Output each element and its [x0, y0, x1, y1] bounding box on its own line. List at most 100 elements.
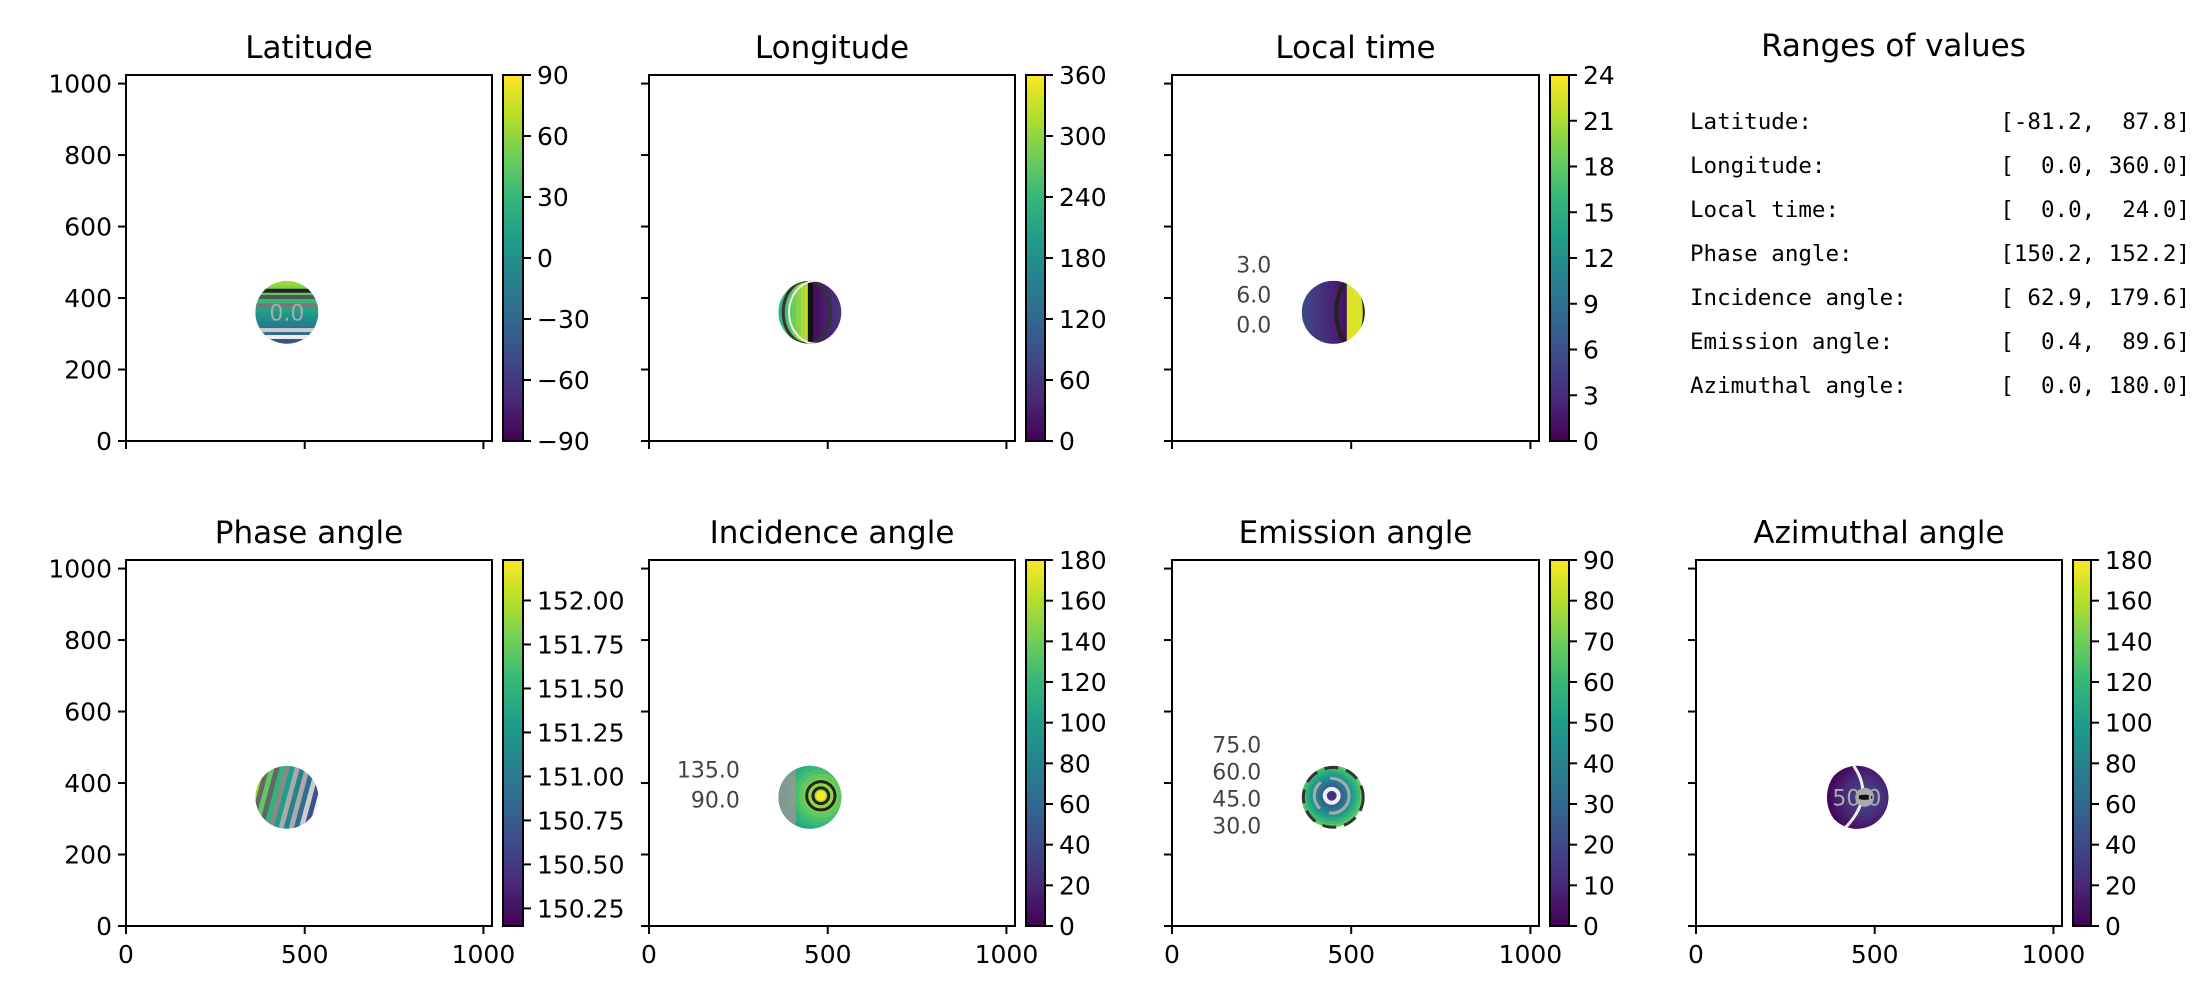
colorbar-tick-label: 10 [1583, 871, 1615, 900]
colorbar-tick-label: 150.25 [537, 894, 624, 923]
x-tick-label: 1000 [975, 940, 1039, 969]
y-tick-label: 200 [64, 841, 112, 870]
disk-band [255, 285, 319, 291]
colorbar-tick-label: 0 [2105, 912, 2121, 941]
contour-line [788, 280, 842, 344]
colorbar-tick-label: 140 [1059, 627, 1107, 656]
x-tick-label: 1000 [2022, 940, 2086, 969]
colorbar-tick-label: 3 [1583, 381, 1599, 410]
contour-line [255, 303, 319, 308]
axes-frame [1171, 559, 1540, 927]
range-label: Phase angle: [1690, 241, 1853, 267]
colorbar-tick-label: 20 [1583, 831, 1615, 860]
colorbar-tick-label: 0 [1059, 427, 1075, 456]
disk-band [255, 339, 319, 344]
colorbar-tick-label: 0 [537, 244, 553, 273]
y-tick-label: 0 [96, 912, 112, 941]
colorbar-tick-label: 151.25 [537, 718, 624, 747]
colorbar-tick-label: 70 [1583, 627, 1615, 656]
disk-band [1324, 280, 1330, 344]
range-value: [-81.2, 87.8] [2000, 109, 2190, 135]
range-row-longitude: Longitude: [ 0.0, 360.0] [1690, 144, 2190, 188]
disk-band [255, 316, 319, 323]
colorbar-tick-label: 60 [1583, 668, 1615, 697]
disk-band [814, 280, 820, 344]
colorbar-tick-label: 100 [1059, 709, 1107, 738]
colorbar-tick-label: 40 [1059, 831, 1091, 860]
x-tick-label: 500 [281, 940, 329, 969]
x-tick-label: 0 [1164, 940, 1180, 969]
disk-band [796, 280, 802, 344]
panel-title: Incidence angle [710, 515, 955, 551]
colorbar-tick-label: 140 [2105, 627, 2153, 656]
ranges-box: Latitude: [-81.2, 87.8] Longitude: [ 0.0, … [1690, 100, 2190, 408]
disk-band [1355, 280, 1362, 344]
contour-line [255, 328, 319, 333]
range-row-local-time: Local time: [ 0.0, 24.0] [1690, 188, 2190, 232]
colorbar [1549, 559, 1570, 927]
disk-band [832, 280, 838, 344]
axes-frame [648, 559, 1016, 927]
colorbar-tick-label: 180 [1059, 244, 1107, 273]
x-tick-label: 0 [1688, 940, 1704, 969]
contour-label: 60.0 [1212, 760, 1261, 785]
planet-disk [255, 765, 319, 829]
range-row-emission-angle: Emission angle: [ 0.4, 89.6] [1690, 320, 2190, 364]
y-tick-label: 0 [96, 427, 112, 456]
y-tick-label: 1000 [48, 70, 112, 99]
contour-line [1312, 776, 1351, 815]
disk-band [1301, 280, 1308, 344]
range-value: [ 0.0, 360.0] [2000, 153, 2190, 179]
colorbar-tick-label: 120 [1059, 668, 1107, 697]
x-tick-label: 0 [118, 940, 134, 969]
disk-band [265, 765, 296, 829]
colorbar-tick-label: 9 [1583, 290, 1599, 319]
colorbar [1549, 74, 1570, 442]
panel-local-time: Local time 3.0 6.0 0.0 0 3 6 9 12 15 18 21 24 [1164, 30, 1615, 456]
contour-line [1322, 786, 1341, 805]
colorbar-tick-label: 60 [537, 122, 569, 151]
colorbar-tick-label: 30 [1583, 790, 1615, 819]
disk-band [255, 321, 319, 327]
panel-azimuthal-angle: Azimuthal angle 50.0 0 500 1000 0 20 40 60 80 100 1… [1688, 515, 2153, 969]
x-tick-label: 0 [641, 940, 657, 969]
planet-disk [255, 280, 319, 344]
colorbar-tick-label: 240 [1059, 183, 1107, 212]
contour-label: 90.0 [691, 788, 740, 813]
colorbar-tick-label: 90 [537, 61, 569, 90]
disk-band [274, 765, 305, 829]
panel-longitude: Longitude 0 60 120 180 240 300 360 [641, 30, 1107, 456]
colorbar-tick-label: 0 [1583, 427, 1599, 456]
colorbar-tick-label: 40 [2105, 831, 2137, 860]
colorbar-tick-label: 150.75 [537, 806, 624, 835]
planet-disk [778, 765, 842, 829]
disk-band [255, 312, 319, 318]
axes-frame [648, 74, 1016, 442]
range-value: [150.2, 152.2] [2000, 241, 2190, 267]
disk-band [836, 280, 842, 344]
panel-title: Local time [1275, 30, 1435, 66]
contour-label: 75.0 [1212, 733, 1261, 758]
panel-emission-angle: Emission angle 75.060.045.030.0 0 500 1000 0 1… [1164, 515, 1615, 969]
x-tick-label: 1000 [452, 940, 516, 969]
contour-line [255, 334, 319, 339]
contour-label: 3.0 [1236, 253, 1271, 278]
disk-band [279, 765, 310, 829]
range-row-azimuthal-angle: Azimuthal angle: [ 0.0, 180.0] [1690, 364, 2190, 408]
disk-band [1351, 280, 1357, 344]
planet-disk [1301, 765, 1365, 829]
contour-label: 135.0 [677, 758, 740, 783]
colorbar-tick-label: 180 [2105, 546, 2153, 575]
colorbar-tick-label: 80 [2105, 749, 2137, 778]
disk-ring [1328, 792, 1335, 799]
colorbar-tick-label: 30 [537, 183, 569, 212]
colorbar-tick-label: 151.00 [537, 762, 624, 791]
contour-line [255, 288, 319, 293]
disk-band [787, 280, 793, 344]
panel-title: Azimuthal angle [1753, 515, 2004, 551]
disk-band [255, 330, 319, 336]
colorbar-tick-label: 60 [2105, 790, 2137, 819]
panel-title: Latitude [245, 30, 373, 66]
colorbar-tick-label: 152.00 [537, 586, 624, 615]
